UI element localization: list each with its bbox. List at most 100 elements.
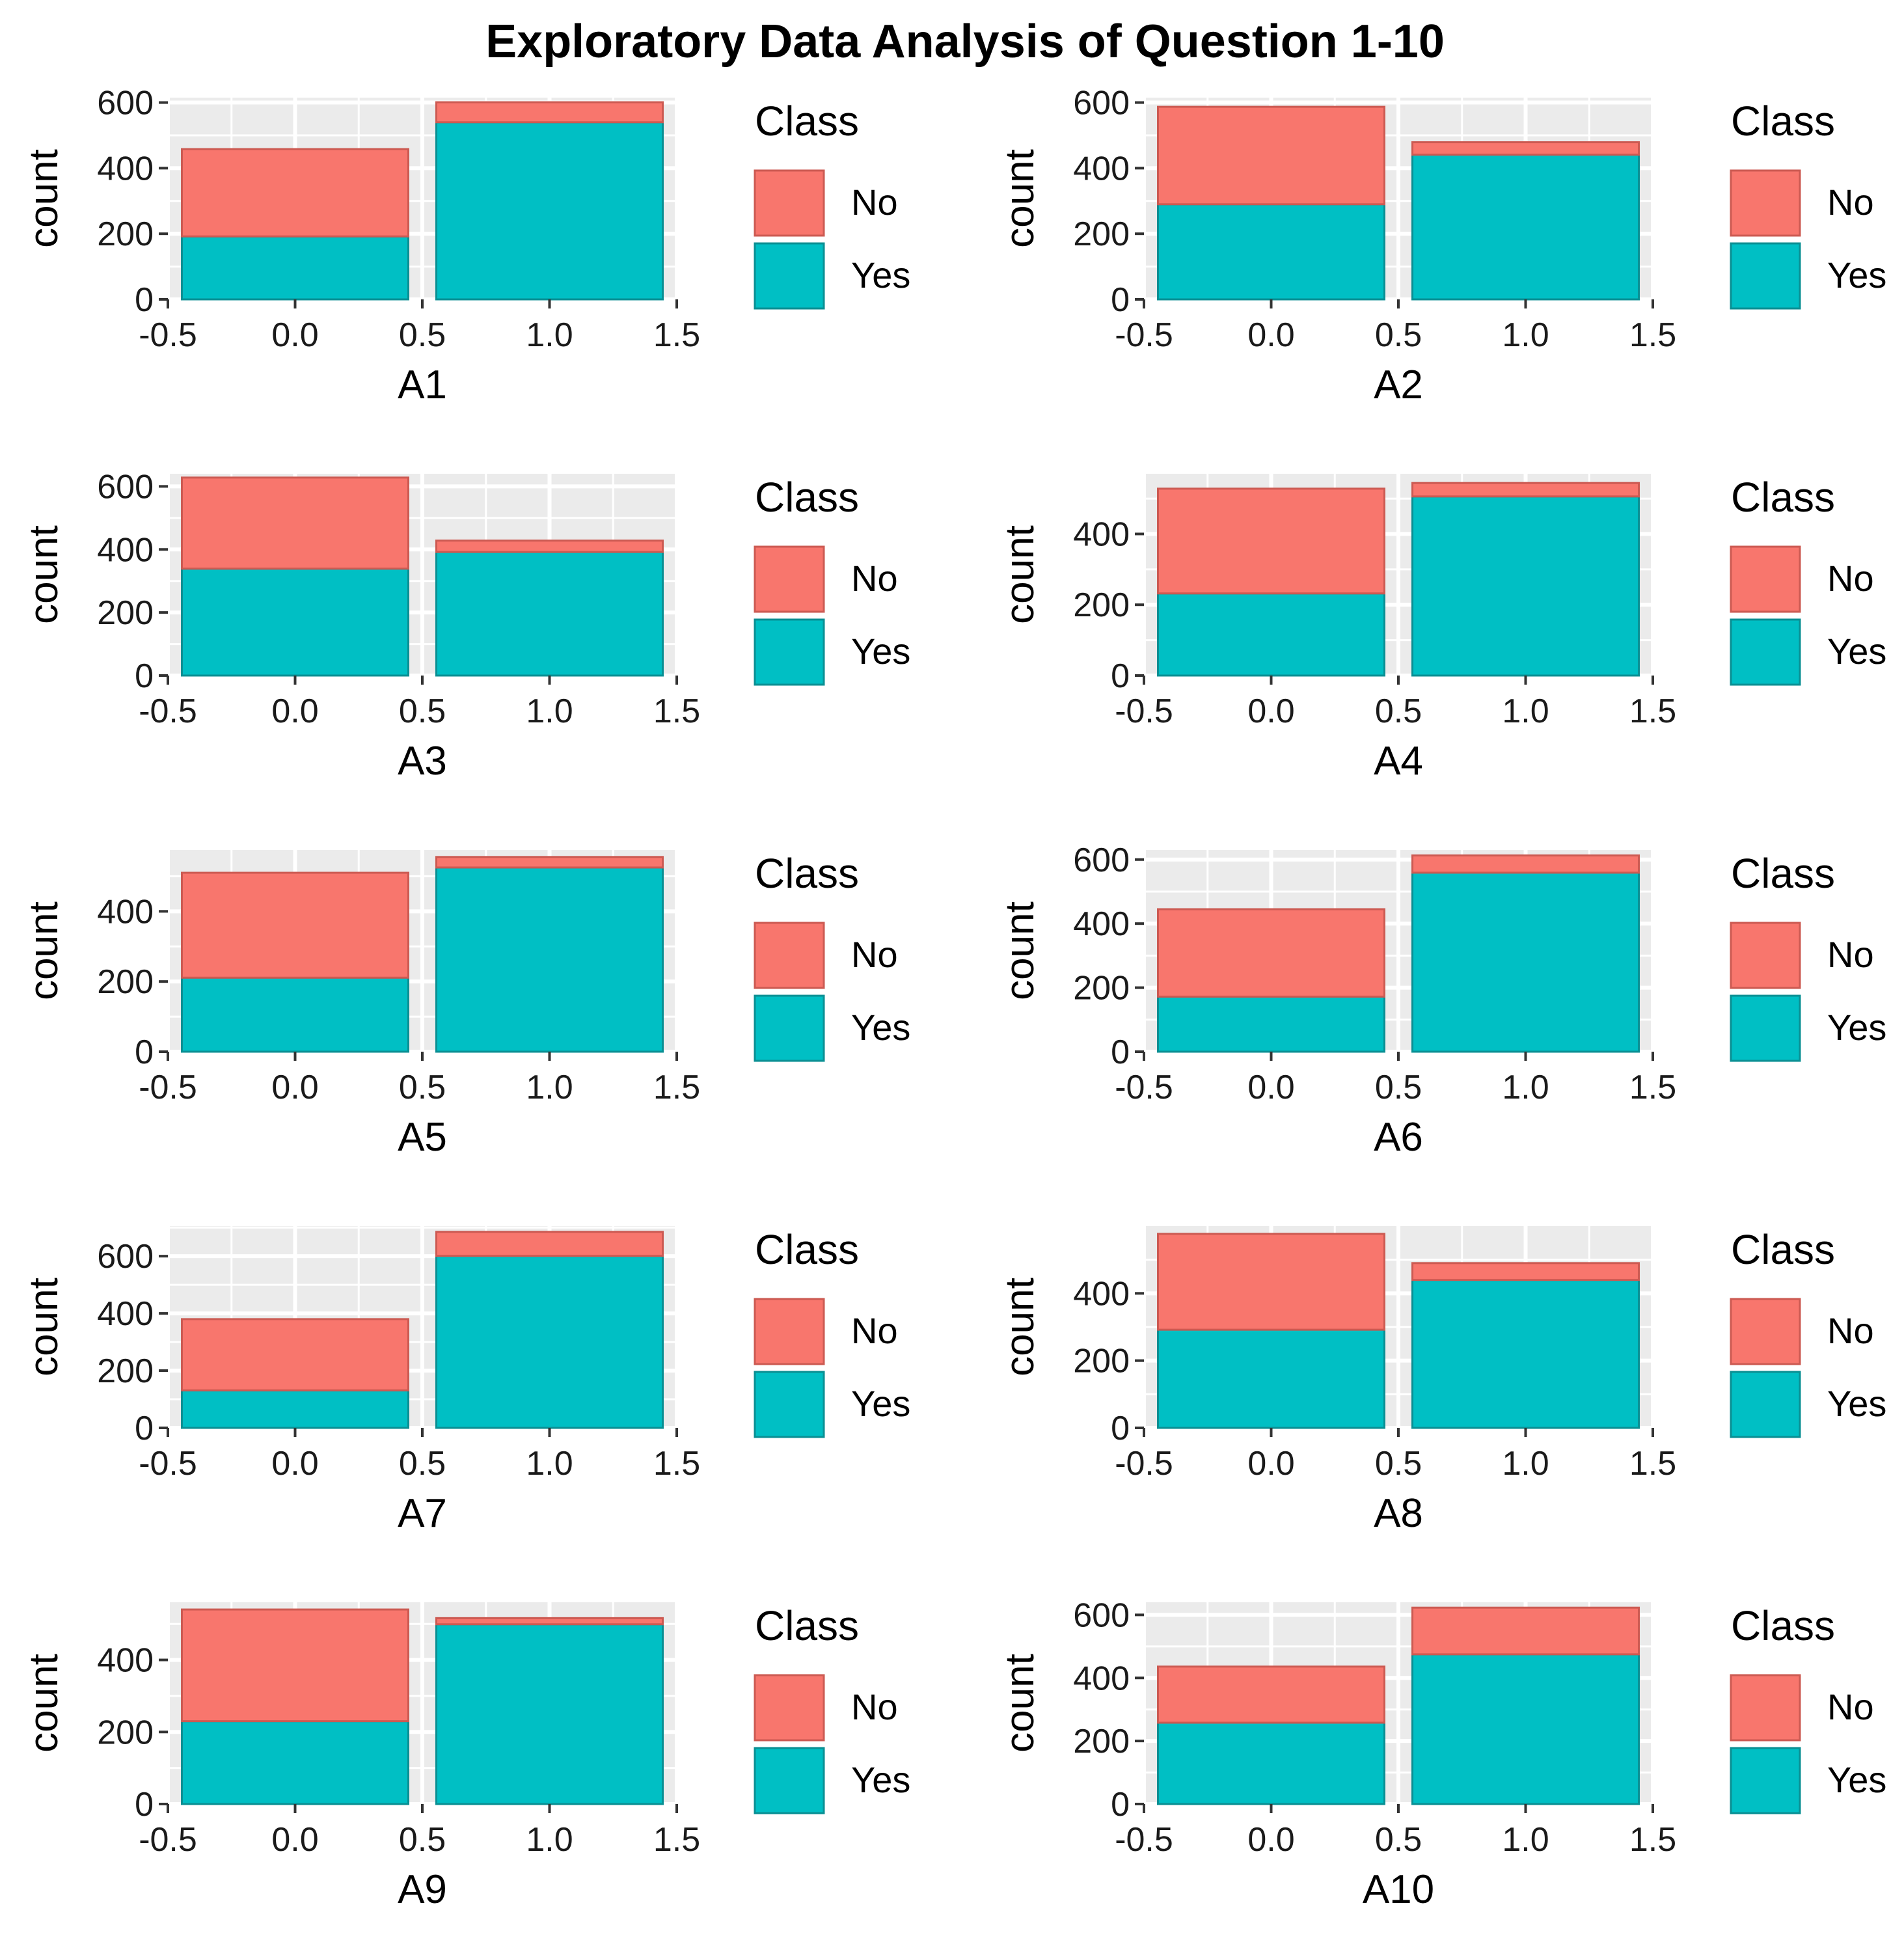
legend-key-yes (754, 1371, 825, 1438)
legend-key-yes (754, 618, 825, 686)
x-tick-label: 0.5 (1375, 1069, 1422, 1106)
legend-key-yes (1730, 242, 1801, 310)
y-axis-label: count (998, 525, 1042, 624)
legend-title: Class (1731, 850, 1835, 897)
bar-yes-0 (181, 976, 409, 1053)
bar-yes-1 (1411, 154, 1640, 301)
x-tick-label: -0.5 (1115, 692, 1173, 730)
legend-label-yes: Yes (1827, 1759, 1886, 1800)
legend-label-no: No (1827, 1310, 1874, 1351)
x-tick-label: 1.5 (1629, 1445, 1676, 1483)
panel-a9: 0 200 400 -0.5 0.0 0.5 1.0 1.5 A9 count Class No Yes (21, 1602, 910, 1912)
bar-yes-1 (435, 866, 664, 1053)
y-tick-label: 200 (97, 215, 154, 253)
legend-title: Class (755, 850, 859, 897)
x-tick-label: 0.5 (399, 1069, 446, 1106)
bar-yes-1 (1411, 871, 1640, 1053)
bar-yes-0 (1157, 592, 1385, 677)
legend-label-no: No (851, 182, 898, 223)
bar-yes-0 (1157, 1328, 1385, 1429)
x-tick-label: 1.5 (653, 1069, 700, 1106)
legend-label-no: No (1827, 182, 1874, 223)
y-tick-label: 0 (1111, 1033, 1130, 1071)
x-tick-label: 1.0 (526, 1069, 573, 1106)
y-axis-label: count (21, 901, 66, 1000)
y-tick-label: 400 (1073, 905, 1130, 943)
y-tick-label: 0 (1111, 1410, 1130, 1447)
y-tick-label: 200 (97, 594, 154, 632)
legend-label-yes: Yes (851, 1383, 910, 1424)
bar-yes-0 (1157, 995, 1385, 1053)
legend-label-no: No (1827, 558, 1874, 599)
bar-yes-1 (1411, 495, 1640, 677)
x-tick-label: 0.5 (1375, 1445, 1422, 1483)
x-tick-label: -0.5 (139, 1821, 197, 1859)
x-tick-label: 1.5 (1629, 692, 1676, 730)
x-tick-label: 0.0 (271, 1069, 318, 1106)
bar-yes-0 (1157, 203, 1385, 301)
figure-title: Exploratory Data Analysis of Question 1-… (485, 16, 1445, 68)
bar-no-1 (435, 856, 664, 869)
x-axis-label: A7 (398, 1491, 447, 1536)
legend-key-no (1730, 1298, 1801, 1365)
legend-title: Class (755, 1602, 859, 1649)
legend-label-yes: Yes (851, 631, 910, 672)
legend-key-yes (754, 242, 825, 310)
panels-container: 0 200 400 600 -0.5 0.0 0.5 1.0 1.5 A1 count Class No… (21, 85, 1886, 1912)
y-axis-label: count (21, 149, 66, 248)
panel-a4: 0 200 400 -0.5 0.0 0.5 1.0 1.5 A4 count Class No Yes (998, 474, 1886, 784)
y-tick-label: 400 (97, 1295, 154, 1333)
x-tick-label: 0.0 (1247, 316, 1294, 354)
bar-yes-1 (1411, 1653, 1640, 1805)
x-tick-label: 0.0 (1247, 1069, 1294, 1106)
legend-key-yes (1730, 1747, 1801, 1814)
panel-a5: 0 200 400 -0.5 0.0 0.5 1.0 1.5 A5 count Class No Yes (21, 850, 910, 1160)
y-axis-label: count (21, 525, 66, 624)
legend-label-no: No (851, 558, 898, 599)
legend-label-yes: Yes (1827, 1007, 1886, 1048)
x-tick-label: 0.5 (1375, 316, 1422, 354)
y-tick-label: 200 (1073, 215, 1130, 253)
panel-a3: 0 200 400 600 -0.5 0.0 0.5 1.0 1.5 A3 count Class No… (21, 468, 910, 784)
x-tick-label: 0.0 (1247, 1821, 1294, 1859)
legend-key-yes (1730, 618, 1801, 686)
x-tick-label: 1.5 (653, 1821, 700, 1859)
bar-yes-0 (181, 235, 409, 301)
legend-label-no: No (851, 1310, 898, 1351)
bar-yes-0 (181, 1389, 409, 1429)
legend-label-yes: Yes (851, 254, 910, 295)
y-tick-label: 400 (97, 893, 154, 931)
legend-title: Class (755, 474, 859, 521)
x-tick-label: 1.0 (1502, 692, 1549, 730)
x-tick-label: 0.0 (1247, 692, 1294, 730)
y-axis-label: count (21, 1278, 66, 1376)
bar-no-1 (1411, 1606, 1640, 1656)
legend-label-no: No (1827, 1686, 1874, 1727)
bar-no-1 (1411, 482, 1640, 498)
legend-label-no: No (851, 934, 898, 975)
y-tick-label: 0 (135, 281, 154, 319)
legend-key-no (754, 922, 825, 989)
y-tick-label: 400 (97, 1642, 154, 1680)
legend-key-no (754, 169, 825, 237)
legend-label-no: No (851, 1686, 898, 1727)
x-tick-label: 0.5 (399, 316, 446, 354)
y-axis-label: count (998, 1654, 1042, 1753)
x-tick-label: 1.0 (1502, 1069, 1549, 1106)
legend-key-yes (1730, 994, 1801, 1062)
y-tick-label: 0 (135, 1033, 154, 1071)
x-tick-label: -0.5 (1115, 1821, 1173, 1859)
x-tick-label: 1.0 (1502, 316, 1549, 354)
legend-title: Class (1731, 474, 1835, 521)
y-tick-label: 600 (97, 468, 154, 506)
bar-yes-1 (435, 551, 664, 677)
legend-key-no (754, 1674, 825, 1742)
y-tick-label: 600 (97, 85, 154, 122)
bar-no-1 (1411, 1262, 1640, 1281)
legend-key-no (1730, 169, 1801, 237)
y-tick-label: 0 (135, 1786, 154, 1824)
x-tick-label: 1.5 (653, 316, 700, 354)
x-axis-label: A4 (1374, 739, 1423, 784)
legend-key-no (1730, 545, 1801, 613)
